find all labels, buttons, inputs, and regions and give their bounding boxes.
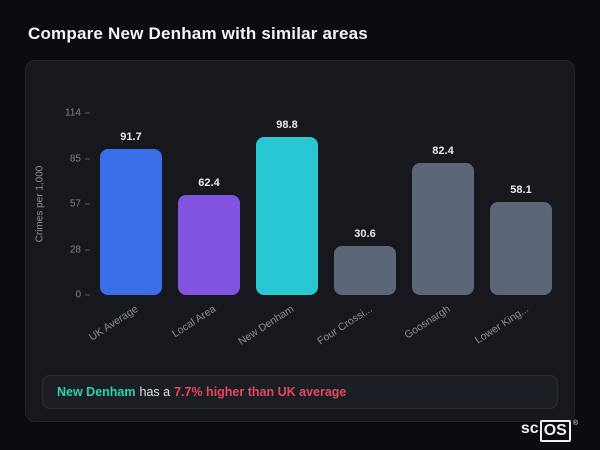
bar-chart: Crimes per 1,000 114 85 57 28 0 91.7 UK Avera… [35,108,556,348]
y-tick: 0 [75,290,90,301]
y-tick-mark [85,112,90,114]
logo-suffix: OS [539,419,571,442]
bar-value-label: 91.7 [120,130,142,143]
bar-uk-average[interactable] [100,148,162,295]
bar-column: 82.4 Goosnargh [403,113,474,341]
y-tick-label: 114 [65,107,81,119]
x-axis-label: Local Area [170,303,219,341]
bar-lower-king[interactable] [490,202,552,295]
note-separator-text: has a [139,385,171,399]
x-axis-label: Four Crossi... [315,303,375,348]
bar-four-crossi[interactable] [334,246,396,295]
note-stat-text: 7.7% higher than UK average [174,385,347,399]
y-axis-ticks: 114 85 57 28 0 [50,108,90,301]
y-tick: 57 [70,199,90,210]
x-axis-label: Goosnargh [402,303,453,342]
y-tick-label: 28 [69,244,81,256]
bar-value-label: 62.4 [198,177,220,190]
y-tick-mark [85,158,90,160]
x-axis-label: Lower King... [472,303,531,347]
y-tick-label: 85 [69,153,81,165]
y-axis-title: Crimes per 1,000 [34,165,46,243]
note-area-name: New Denham [57,385,136,399]
y-tick-mark [85,203,90,205]
y-tick: 114 [65,108,90,119]
bar-value-label: 58.1 [510,184,532,197]
bar-value-label: 98.8 [276,119,298,132]
bar-column: 98.8 New Denham [237,113,318,348]
y-tick-mark [85,249,90,251]
bar-value-label: 82.4 [432,145,454,158]
y-tick: 85 [70,154,90,165]
bar-local-area[interactable] [178,195,240,295]
bar-new-denham[interactable] [256,137,318,295]
chart-card: Crimes per 1,000 114 85 57 28 0 91.7 UK Avera… [25,60,575,422]
comparison-note: New Denham has a 7.7% higher than UK ave… [42,375,558,409]
x-axis-label: New Denham [236,303,297,348]
y-tick-label: 0 [75,289,81,301]
registered-trademark-icon: ® [572,419,578,427]
logo-prefix: sc [520,419,539,437]
bar-value-label: 30.6 [354,228,376,241]
x-axis-label: UK Average [87,303,141,344]
scos-logo: sc OS ® [520,419,578,442]
bar-column: 30.6 Four Crossi... [315,113,396,347]
bar-column: 62.4 Local Area [170,113,240,340]
y-tick: 28 [70,245,90,256]
y-tick-label: 57 [69,198,81,210]
bar-goosnargh[interactable] [412,163,474,295]
bar-column: 91.7 UK Average [87,113,162,343]
bar-column: 58.1 Lower King... [473,113,552,346]
page-title: Compare New Denham with similar areas [28,24,368,43]
y-tick-mark [85,294,90,296]
bars-row: 91.7 UK Average 62.4 Local Area 98.8 New Denh… [87,113,556,348]
